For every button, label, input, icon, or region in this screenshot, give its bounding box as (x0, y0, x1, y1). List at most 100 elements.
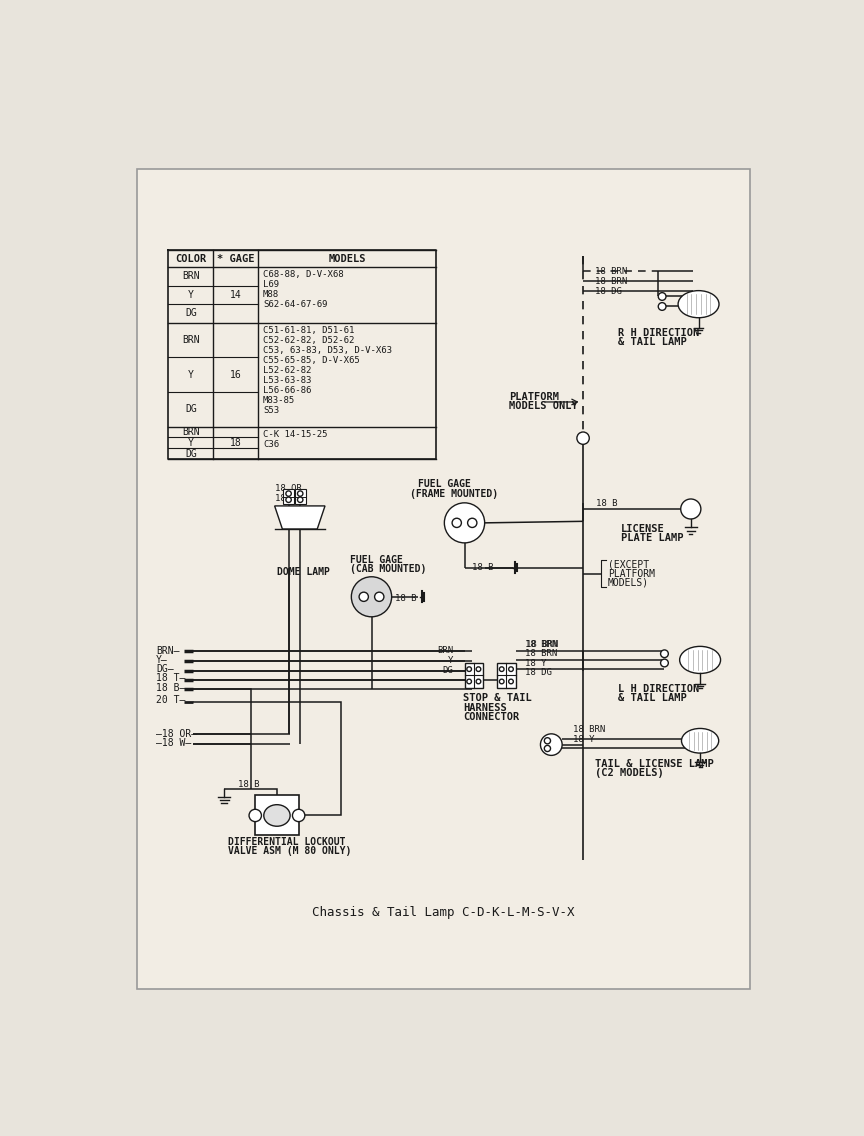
Text: —18 OR—: —18 OR— (156, 729, 197, 738)
Text: 18 Y: 18 Y (573, 735, 594, 744)
Text: DIFFERENTIAL LOCKOUT: DIFFERENTIAL LOCKOUT (228, 836, 346, 846)
Text: STOP & TAIL: STOP & TAIL (463, 693, 531, 703)
Text: (CAB MOUNTED): (CAB MOUNTED) (350, 565, 426, 574)
Text: DG: DG (185, 404, 197, 415)
Circle shape (509, 667, 513, 671)
Circle shape (509, 679, 513, 684)
Text: S53: S53 (263, 406, 279, 415)
Text: Y: Y (448, 657, 453, 666)
Text: 18 W: 18 W (275, 494, 296, 503)
Circle shape (249, 809, 262, 821)
Text: TAIL & LICENSE LAMP: TAIL & LICENSE LAMP (594, 759, 714, 769)
Text: 18 BRN: 18 BRN (594, 276, 627, 285)
Text: 16: 16 (230, 369, 242, 379)
Text: R H DIRECTION: R H DIRECTION (618, 327, 699, 337)
Text: —18 W—: —18 W— (156, 738, 191, 749)
Circle shape (286, 498, 291, 502)
Text: 18 BRN: 18 BRN (526, 640, 559, 649)
Circle shape (541, 734, 562, 755)
Ellipse shape (682, 728, 719, 753)
Text: DG: DG (442, 666, 453, 675)
Circle shape (467, 679, 472, 684)
Text: C68-88, D-V-X68: C68-88, D-V-X68 (263, 270, 344, 279)
Text: L53-63-83: L53-63-83 (263, 376, 311, 385)
Circle shape (661, 650, 669, 658)
Text: (EXCEPT: (EXCEPT (608, 559, 649, 569)
Circle shape (544, 737, 550, 744)
Text: PLATFORM: PLATFORM (608, 569, 655, 578)
Text: VALVE ASM (M 80 ONLY): VALVE ASM (M 80 ONLY) (228, 846, 352, 855)
Circle shape (499, 667, 504, 671)
Text: & TAIL LAMP: & TAIL LAMP (618, 337, 687, 346)
Circle shape (375, 592, 384, 601)
Text: C36: C36 (263, 440, 279, 449)
Text: HARNESS: HARNESS (463, 703, 506, 712)
Ellipse shape (264, 804, 290, 826)
Text: C55-65-85, D-V-X65: C55-65-85, D-V-X65 (263, 356, 359, 365)
Text: Y—: Y— (156, 655, 168, 665)
Circle shape (467, 667, 472, 671)
Text: M83-85: M83-85 (263, 396, 295, 404)
Text: L52-62-82: L52-62-82 (263, 366, 311, 375)
Text: L56-66-86: L56-66-86 (263, 386, 311, 395)
Text: DG—: DG— (156, 665, 174, 674)
Text: Y: Y (188, 437, 194, 448)
Circle shape (297, 498, 303, 502)
Circle shape (359, 592, 368, 601)
Text: 20 T—: 20 T— (156, 695, 186, 705)
Circle shape (476, 679, 480, 684)
Text: MODELS): MODELS) (608, 578, 649, 588)
Circle shape (661, 659, 669, 667)
Text: MODELS: MODELS (328, 253, 365, 264)
Text: 14: 14 (230, 290, 242, 300)
Text: BRN: BRN (182, 427, 200, 437)
Text: C-K 14-15-25: C-K 14-15-25 (263, 429, 327, 438)
Text: 18 Y: 18 Y (525, 659, 546, 668)
Text: (C2 MODELS): (C2 MODELS) (594, 768, 664, 778)
Circle shape (658, 302, 666, 310)
Bar (295, 488, 306, 504)
Text: BRN: BRN (182, 272, 200, 282)
Text: & TAIL LAMP: & TAIL LAMP (618, 693, 687, 703)
Circle shape (292, 809, 305, 821)
Text: 18 B: 18 B (596, 499, 618, 508)
Circle shape (544, 745, 550, 752)
Text: C51-61-81, D51-61: C51-61-81, D51-61 (263, 326, 354, 335)
Text: CONNECTOR: CONNECTOR (463, 712, 519, 721)
Bar (283, 488, 294, 504)
Circle shape (352, 577, 391, 617)
Circle shape (452, 518, 461, 527)
Text: 18: 18 (230, 437, 242, 448)
Polygon shape (275, 506, 325, 529)
Circle shape (681, 499, 701, 519)
Text: 18 BRN: 18 BRN (594, 267, 627, 276)
Text: 18 BRN: 18 BRN (573, 725, 606, 734)
Ellipse shape (678, 291, 719, 318)
Text: BRN: BRN (436, 646, 453, 655)
Text: S62-64-67-69: S62-64-67-69 (263, 300, 327, 309)
Text: 18 B—: 18 B— (156, 683, 186, 693)
Circle shape (297, 491, 303, 496)
Text: 18 DG: 18 DG (594, 286, 621, 295)
Circle shape (476, 667, 480, 671)
Circle shape (577, 432, 589, 444)
Text: DG: DG (185, 308, 197, 318)
Text: LICENSE: LICENSE (621, 524, 664, 534)
Text: M88: M88 (263, 291, 279, 300)
Text: 18 B: 18 B (395, 594, 416, 603)
Text: C52-62-82, D52-62: C52-62-82, D52-62 (263, 336, 354, 345)
Text: Y: Y (188, 290, 194, 300)
Circle shape (467, 518, 477, 527)
Ellipse shape (680, 646, 721, 674)
Text: (FRAME MOUNTED): (FRAME MOUNTED) (410, 488, 499, 499)
Text: 18 T—: 18 T— (156, 674, 186, 684)
Text: Chassis & Tail Lamp C-D-K-L-M-S-V-X: Chassis & Tail Lamp C-D-K-L-M-S-V-X (312, 907, 574, 919)
Circle shape (444, 503, 485, 543)
Text: PLATE LAMP: PLATE LAMP (621, 533, 683, 543)
Text: L69: L69 (263, 281, 279, 290)
Text: COLOR: COLOR (175, 253, 206, 264)
Text: DOME LAMP: DOME LAMP (277, 567, 330, 577)
Circle shape (658, 293, 666, 300)
Text: PLATFORM: PLATFORM (510, 392, 560, 402)
Text: 18 DG: 18 DG (525, 668, 552, 677)
